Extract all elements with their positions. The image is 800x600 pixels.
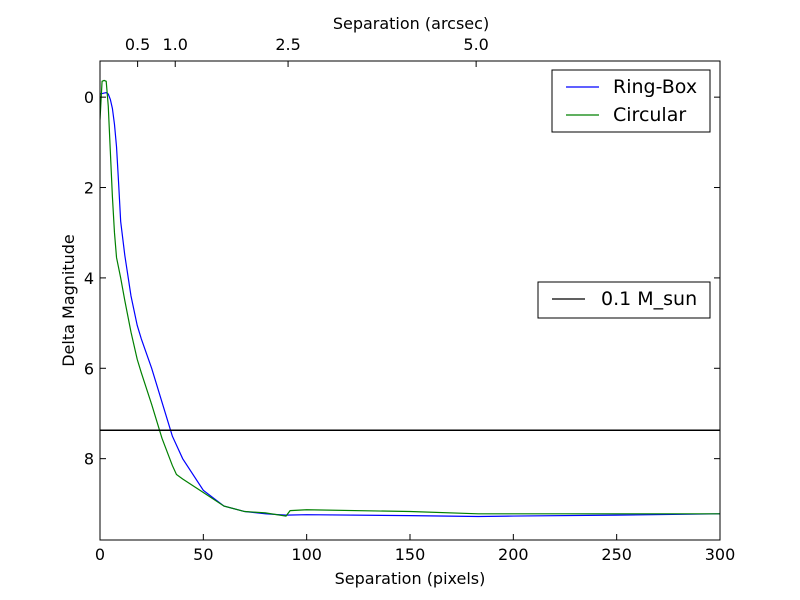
x-tick-label: 100 [291, 545, 322, 564]
x-tick-label: 200 [498, 545, 529, 564]
x-tick-label: 300 [705, 545, 736, 564]
y-tick-label: 4 [84, 269, 94, 288]
legend-label-ring-box: Ring-Box [613, 76, 697, 98]
top-x-tick-label: 2.5 [275, 35, 300, 54]
y-tick-label: 0 [84, 88, 94, 107]
y-tick-label: 8 [84, 450, 94, 469]
plot-area [100, 79, 720, 518]
legend-reference: 0.1 M_sun [537, 281, 711, 319]
series-line-ring-box [100, 91, 720, 518]
top-x-axis-label: Separation (arcsec) [333, 14, 489, 33]
y-axis-label: Delta Magnitude [59, 234, 78, 367]
x-tick-label: 250 [601, 545, 632, 564]
top-x-tick-label: 5.0 [463, 35, 488, 54]
y-tick-label: 2 [84, 179, 94, 198]
x-tick-label: 0 [95, 545, 105, 564]
axes: 0 50 100 150 200 250 300 0 2 4 6 8 0.5 1.0 2.5 5.0 [84, 35, 735, 564]
x-tick-label: 150 [395, 545, 426, 564]
top-x-tick-label: 1.0 [163, 35, 188, 54]
x-axis-label: Separation (pixels) [335, 569, 486, 588]
legend-label-circular: Circular [613, 104, 686, 126]
legend-label-msun: 0.1 M_sun [601, 288, 697, 310]
y-tick-label: 6 [84, 359, 94, 378]
legend-series: Ring-Box Circular [551, 69, 711, 133]
x-tick-label: 50 [193, 545, 213, 564]
top-x-tick-label: 0.5 [125, 35, 150, 54]
series-line-circular [100, 79, 720, 517]
